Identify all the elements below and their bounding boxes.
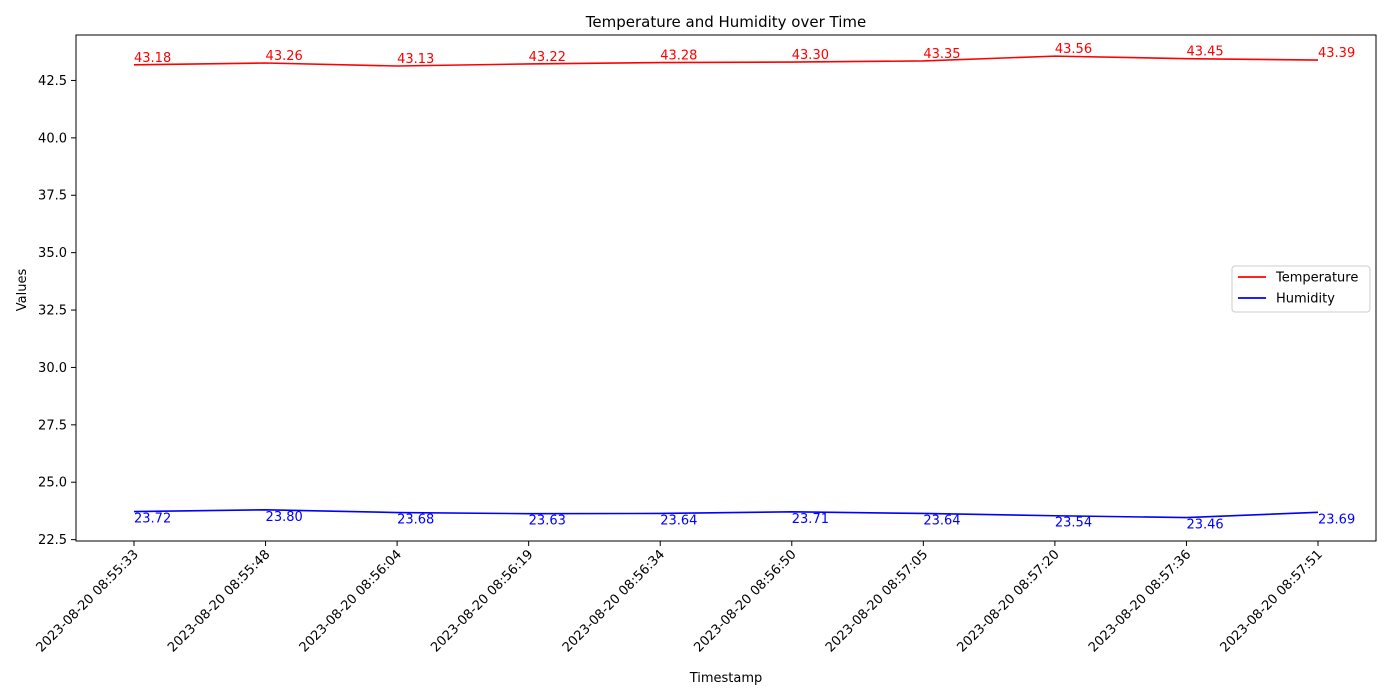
x-tick-label: 2023-08-20 08:57:51 [1218,547,1326,655]
x-tick-label: 2023-08-20 08:55:33 [34,547,142,655]
temperature-data-label: 43.56 [1055,42,1092,57]
y-tick-label: 35.0 [38,246,67,261]
x-tick-label: 2023-08-20 08:56:50 [691,547,799,655]
y-tick-label: 27.5 [38,418,67,433]
y-tick-label: 25.0 [38,476,67,491]
plot-area-border [75,34,1377,542]
x-tick-label: 2023-08-20 08:57:20 [954,547,1062,655]
temperature-data-label: 43.18 [134,51,171,66]
series-layer [133,55,1319,519]
humidity-data-label: 23.46 [1186,518,1223,533]
x-axis: 2023-08-20 08:55:33 2023-08-20 08:55:48 20… [34,541,1326,655]
y-tick-label: 42.5 [38,74,67,89]
chart-title: Temperature and Humidity over Time [585,13,866,31]
temperature-data-label: 43.35 [923,47,960,62]
legend-label-temperature: Temperature [1275,271,1358,286]
temperature-data-label: 43.30 [792,48,829,63]
humidity-line [133,508,1319,519]
x-tick-label: 2023-08-20 08:57:05 [823,547,931,655]
temperature-data-label: 43.13 [397,52,434,67]
legend-box [1231,265,1371,313]
x-tick-label: 2023-08-20 08:56:04 [297,547,405,655]
x-tick-label: 2023-08-20 08:56:34 [560,547,668,655]
humidity-data-label: 23.68 [397,513,434,528]
plot-frame [75,34,1377,542]
temperature-data-label: 43.39 [1318,46,1355,61]
y-tick-label: 22.5 [38,533,67,548]
y-axis: 22.5 25.0 27.5 30.0 32.5 35.0 37.5 40.0 42.5 [38,74,76,548]
humidity-data-label: 23.64 [660,513,697,528]
humidity-data-label: 23.63 [529,514,566,529]
x-axis-title: Timestamp [689,671,763,686]
data-labels-layer: 43.18 43.26 43.13 43.22 43.28 43.30 43.35 43.56… [134,42,1355,532]
humidity-data-label: 23.72 [134,512,171,527]
humidity-data-label: 23.71 [792,512,829,527]
temperature-line [133,55,1319,67]
humidity-data-label: 23.69 [1318,512,1355,527]
x-tick-label: 2023-08-20 08:55:48 [165,547,273,655]
humidity-data-label: 23.54 [1055,516,1092,531]
temperature-data-label: 43.22 [529,50,566,65]
temperature-data-label: 43.26 [266,49,303,64]
legend: Temperature Humidity [1231,265,1371,313]
temperature-data-label: 43.28 [660,49,697,64]
legend-label-humidity: Humidity [1276,292,1335,307]
humidity-data-label: 23.64 [923,513,960,528]
x-tick-label: 2023-08-20 08:56:19 [428,547,536,655]
y-tick-label: 40.0 [38,131,67,146]
y-tick-label: 32.5 [38,304,67,319]
temperature-data-label: 43.45 [1186,45,1223,60]
y-axis-title: Values [15,269,30,312]
y-tick-label: 37.5 [38,189,67,204]
y-tick-label: 30.0 [38,361,67,376]
x-tick-label: 2023-08-20 08:57:36 [1086,547,1194,655]
humidity-data-label: 23.80 [266,510,303,525]
